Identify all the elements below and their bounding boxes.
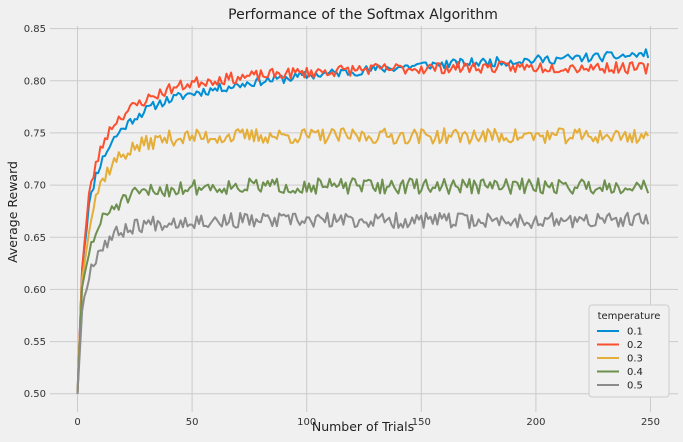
- legend-label: 0.4: [627, 367, 643, 378]
- y-tick-label: 0.65: [24, 233, 46, 244]
- y-tick-label: 0.50: [24, 389, 46, 400]
- y-tick-label: 0.55: [24, 337, 46, 348]
- legend-label: 0.2: [627, 340, 643, 351]
- series-line-0-4: [76, 177, 650, 394]
- series-lines: [76, 48, 650, 394]
- legend-title: temperature: [598, 311, 661, 322]
- x-tick-label: 250: [641, 417, 660, 428]
- x-tick-label: 150: [412, 417, 431, 428]
- chart-title: Performance of the Softmax Algorithm: [228, 7, 498, 23]
- x-tick-label: 100: [297, 417, 316, 428]
- x-tick-label: 0: [74, 417, 80, 428]
- y-tick-label: 0.85: [24, 24, 46, 35]
- x-tick-label: 200: [526, 417, 545, 428]
- y-tick-label: 0.70: [24, 181, 46, 192]
- series-line-0-1: [76, 48, 650, 394]
- x-tick-label: 50: [186, 417, 199, 428]
- legend-box: [588, 304, 670, 398]
- y-axis-label: Average Reward: [5, 161, 20, 263]
- series-line-0-3: [76, 127, 650, 394]
- legend-label: 0.5: [627, 381, 643, 392]
- legend: temperature 0.1 0.2 0.3 0.4 0.5: [588, 304, 670, 398]
- y-tick-label: 0.80: [24, 76, 46, 87]
- tick-labels: 0.50 0.55 0.60 0.65 0.70 0.75 0.80 0.85 0 50 100 15…: [24, 24, 660, 428]
- series-line-0-5: [76, 211, 650, 394]
- legend-label: 0.1: [627, 327, 643, 338]
- series-line-0-2: [76, 60, 650, 394]
- x-axis-label: Number of Trials: [312, 419, 414, 434]
- legend-items: 0.1 0.2 0.3 0.4 0.5: [597, 327, 643, 392]
- y-tick-label: 0.75: [24, 128, 46, 139]
- y-tick-label: 0.60: [24, 285, 46, 296]
- legend-label: 0.3: [627, 354, 643, 365]
